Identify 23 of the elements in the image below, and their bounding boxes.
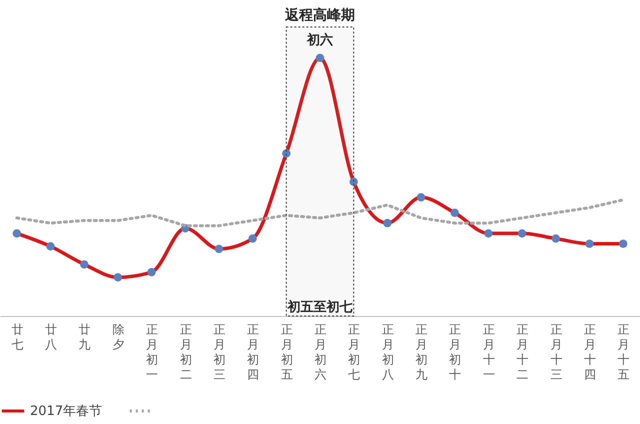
x-tick-label: 正月初六 [314, 322, 326, 382]
x-tick-label: 廿九 [78, 322, 91, 352]
x-tick-label: 正月初五 [280, 322, 293, 382]
x-tick-label: 除夕 [112, 322, 124, 352]
x-tick-label: 正月初九 [416, 322, 428, 382]
x-tick-label: 正月初三 [213, 322, 226, 382]
x-tick-label: 正月初四 [247, 322, 260, 382]
x-tick-label: 正月十二 [516, 322, 529, 382]
annotation: 初六 [306, 32, 333, 48]
x-tick-label: 正月初七 [348, 322, 360, 382]
legend-label: 2017年春节 [30, 404, 102, 419]
band-label: 初五至初七 [286, 299, 352, 315]
x-tick-label: 正月十三 [550, 322, 562, 382]
x-tick-label: 廿七 [11, 322, 24, 352]
x-tick-label: 正月初十 [449, 322, 462, 382]
x-tick-label: 正月十五 [618, 322, 630, 382]
x-tick-label: 廿八 [45, 322, 58, 352]
chart-title: 返程高峰期 [284, 6, 355, 24]
x-tick-label: 正月十四 [584, 322, 596, 382]
x-tick-label: 正月十一 [482, 322, 495, 382]
x-tick-label: 正月初八 [382, 322, 394, 382]
x-tick-label: 正月初一 [146, 322, 158, 382]
x-tick-label: 正月初二 [180, 322, 192, 382]
